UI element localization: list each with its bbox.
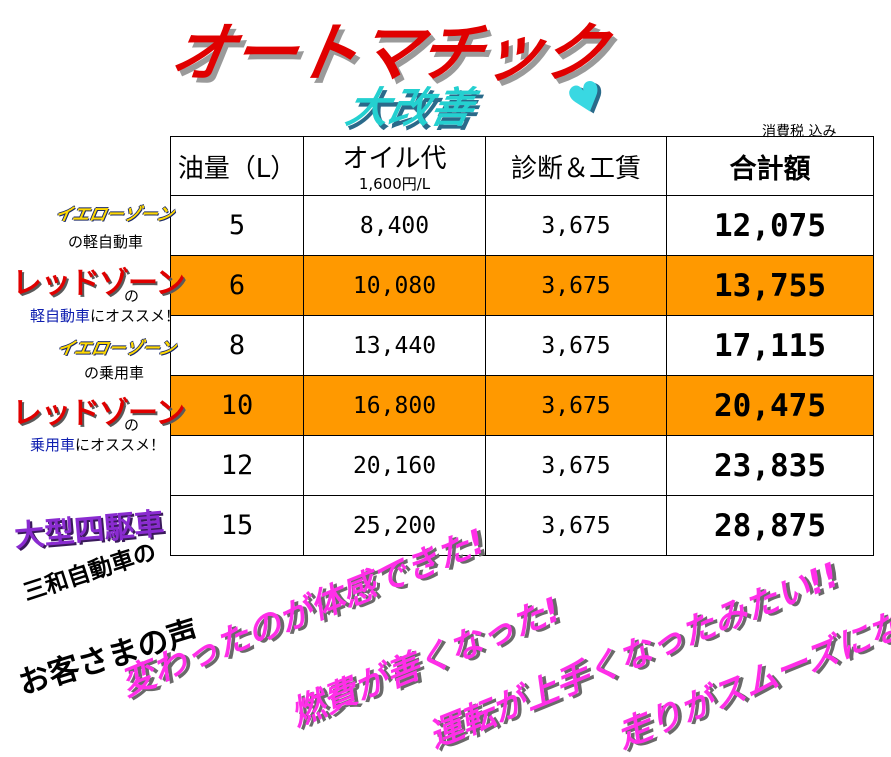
cell-total: 20,475 (666, 375, 874, 436)
cell-liters: 12 (170, 435, 304, 496)
table-row: 6 10,080 3,675 13,755 (170, 255, 874, 316)
column-header-liters: 油量（L） (170, 136, 304, 196)
cell-total: 17,115 (666, 315, 874, 376)
column-header-total: 合計額 (666, 136, 874, 196)
kei-car-recommend: 軽自動車にオススメ！ (30, 307, 181, 325)
cell-oil: 16,800 (303, 375, 486, 436)
table-row: 15 25,200 3,675 28,875 (170, 495, 874, 556)
yellow-zone-label: イエローゾーン (53, 205, 176, 225)
cell-liters: 8 (170, 315, 304, 376)
page-subtitle: 大改善 (342, 83, 479, 132)
oil-unit-price: 1,600円/L (358, 175, 431, 193)
passenger-car-label: の乗用車 (84, 364, 145, 382)
cell-liters: 15 (170, 495, 304, 556)
cell-oil: 25,200 (303, 495, 486, 556)
price-table: 油量（L） オイル代 1,600円/L 診断＆工賃 合計額 5 8,400 3,6… (170, 136, 874, 556)
cell-total: 28,875 (666, 495, 874, 556)
table-header-row: 油量（L） オイル代 1,600円/L 診断＆工賃 合計額 (170, 136, 874, 196)
red-zone-label: レッドゾーン (12, 396, 185, 431)
yellow-zone-label: イエローゾーン (55, 339, 178, 359)
table-row: 5 8,400 3,675 12,075 (170, 195, 874, 256)
cell-liters: 6 (170, 255, 304, 316)
cell-total: 12,075 (666, 195, 874, 256)
column-header-service: 診断＆工賃 (485, 136, 667, 196)
no-particle: の (124, 287, 140, 305)
table-row: 10 16,800 3,675 20,475 (170, 375, 874, 436)
cell-service: 3,675 (485, 195, 667, 256)
kei-car-label: の軽自動車 (68, 233, 144, 251)
column-header-oil: オイル代 1,600円/L (303, 136, 486, 196)
cell-liters: 10 (170, 375, 304, 436)
heart-icon: ♥ (561, 71, 611, 127)
cell-oil: 13,440 (303, 315, 486, 376)
cell-oil: 20,160 (303, 435, 486, 496)
red-zone-label: レッドゾーン (12, 266, 185, 301)
cell-service: 3,675 (485, 315, 667, 376)
cell-service: 3,675 (485, 495, 667, 556)
table-row: 12 20,160 3,675 23,835 (170, 435, 874, 496)
no-particle: の (124, 416, 140, 434)
cell-oil: 8,400 (303, 195, 486, 256)
passenger-car-recommend: 乗用車にオススメ！ (30, 436, 166, 454)
cell-service: 3,675 (485, 255, 667, 316)
table-row: 8 13,440 3,675 17,115 (170, 315, 874, 376)
cell-total: 13,755 (666, 255, 874, 316)
cell-total: 23,835 (666, 435, 874, 496)
cell-service: 3,675 (485, 435, 667, 496)
cell-service: 3,675 (485, 375, 667, 436)
cell-liters: 5 (170, 195, 304, 256)
cell-oil: 10,080 (303, 255, 486, 316)
